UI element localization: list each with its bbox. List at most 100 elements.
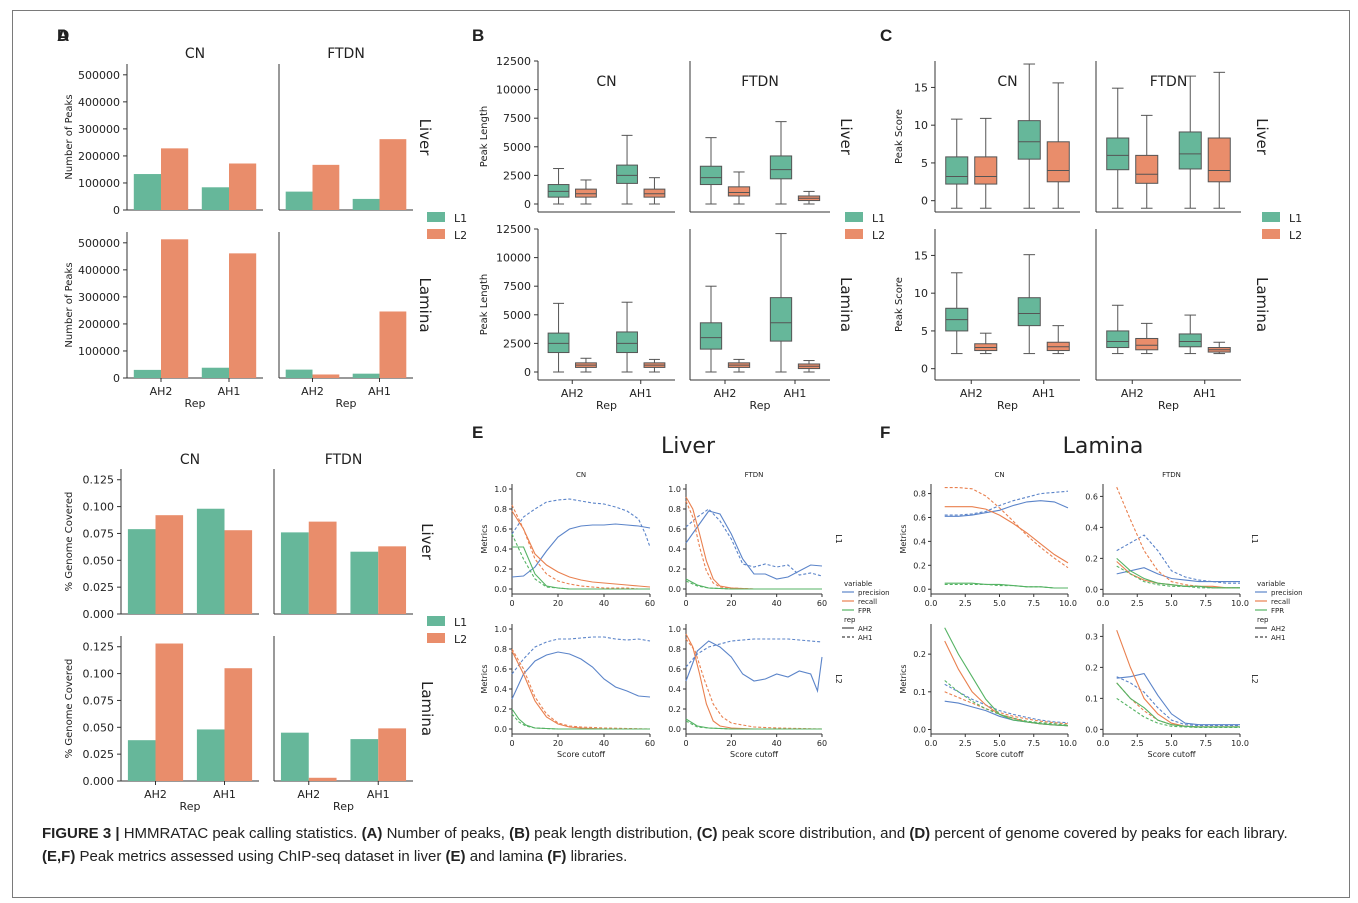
panel-e-l2-cn-ytick-label: 1.0	[494, 625, 507, 634]
panel-f-legend-fpr-label: FPR	[1271, 607, 1284, 615]
panel-e-l1-cn-line-precision-ah2	[511, 523, 651, 578]
panel-d-lamina-cn-ytick-label: 0.000	[83, 775, 115, 788]
panel-f-l1-ftdn-ytick-label: 0.0	[1085, 585, 1098, 594]
panel-f-l2-ftdn-line-recall-ah2	[1116, 630, 1240, 728]
panel-a-ylabel: Number of Peaks	[64, 94, 75, 179]
panel-a-lamina-cn-bar-l2-ah2	[161, 239, 189, 378]
caption-text-d: percent of genome covered by peaks for e…	[934, 825, 1288, 842]
panel-e-l2-ftdn-line-recall-ah1	[685, 638, 823, 730]
panel-a-legend-l1-label: L1	[454, 212, 467, 225]
panel-c-liver-cn-box-l2-ah1	[1046, 141, 1070, 183]
panel-f-l1-ftdn-xtick-label: 5.0	[1165, 599, 1178, 608]
panel-a-lamina-cn-xlabel: Rep	[185, 397, 206, 410]
panel-b-lamina-cn-ytick-label: 0	[524, 366, 531, 379]
panel-b-lamina-ftdn-xtick-label: AH1	[784, 387, 807, 400]
panel-a-lamina-cn-ytick-label: 400000	[78, 264, 120, 277]
panel-f-l1-ftdn-line-precision-ah1	[1116, 534, 1240, 584]
panel-a-liver-cn-ytick-label: 0	[113, 204, 120, 217]
panel-e-l2-cn-xtick-label: 20	[553, 739, 563, 748]
caption-ref-a: (A)	[361, 825, 383, 842]
panel-f-l2-cn-xtick-label: 0.0	[925, 739, 938, 748]
panel-b-liver-ftdn-box-l2-ah2	[727, 186, 751, 197]
panel-f-l1-cn-line-recall-ah1	[944, 487, 1069, 569]
panel-f-letter: F	[880, 423, 890, 442]
panel-c-liver-cn-ytick-label: 10	[914, 119, 928, 132]
panel-c-legend-l2-label: L2	[1289, 229, 1302, 242]
caption-text-ef: Peak metrics assessed using ChIP-seq dat…	[79, 848, 442, 865]
panel-d-legend-l2-swatch	[427, 633, 445, 643]
panel-e-l1-ftdn-xtick-label: 20	[726, 599, 736, 608]
panel-c-legend-l1-label: L1	[1289, 212, 1302, 225]
panel-a-lamina-cn-ytick-label: 300000	[78, 291, 120, 304]
panel-a-lamina-ftdn-bar-l2-ah2	[312, 374, 340, 378]
panel-a-legend-l2-label: L2	[454, 229, 467, 242]
panel-f-legend-ah2-label: AH2	[1271, 625, 1286, 633]
panel-d-liver-cn-ytick-label: 0.100	[83, 501, 115, 514]
panel-d-row-liver: Liver	[418, 523, 436, 561]
panel-d-liver-cn-ytick-label: 0.075	[83, 527, 115, 540]
panel-f-l2-ftdn-line-recall-ah1	[1116, 682, 1240, 728]
panel-b-lamina-cn-xlabel: Rep	[596, 399, 617, 412]
panel-f-l1-cn-xtick-label: 7.5	[1027, 599, 1040, 608]
panel-f-l2-ftdn-xtick-label: 10.0	[1231, 739, 1249, 748]
panel-e-legend-precision-label: precision	[858, 589, 890, 597]
panel-f-l1-cn-ytick-label: 0.0	[913, 585, 926, 594]
panel-a-lamina-cn-xtick-label: AH2	[150, 385, 173, 398]
panel-c-liver-ftdn-box-l2-ah2	[1135, 154, 1159, 184]
panel-c-legend-l1-swatch	[1262, 212, 1280, 222]
panel-b-lamina-cn-box-l1-ah2	[547, 332, 570, 354]
panel-a-liver-cn-bar-l1-ah2	[133, 174, 161, 210]
panel-e-l1-cn-ylabel: Metrics	[480, 524, 489, 553]
caption-ref-f: (F)	[547, 848, 567, 865]
panel-f-l1-ftdn-ytick-label: 0.4	[1085, 523, 1098, 532]
panel-d-lamina-ftdn-xtick-label: AH1	[367, 788, 390, 801]
panel-c-lamina-cn-box-l1-ah1	[1017, 297, 1041, 327]
caption-ref-ef: (E,F)	[42, 848, 76, 865]
panel-e-legend-recall-label: recall	[858, 598, 877, 606]
panel-d-liver-ftdn-bar-l2-ah1	[378, 546, 407, 614]
panel-d-lamina-cn-xtick-label: AH1	[213, 788, 236, 801]
panel-e-l1-cn-ytick-label: 0.2	[494, 565, 507, 574]
panel-f-legend-precision-label: precision	[1271, 589, 1303, 597]
panel-d-lamina-ftdn-bar-l1-ah1	[350, 739, 379, 781]
panel-e-l2-cn-ytick-label: 0.6	[494, 665, 507, 674]
panel-f-l2-cn-xtick-label: 10.0	[1059, 739, 1077, 748]
panel-f-l2-cn-line-fpr-ah1	[944, 680, 1069, 726]
panel-f-l1-cn-xtick-label: 0.0	[925, 599, 938, 608]
panel-a-row-lamina: Lamina	[416, 277, 434, 332]
panel-e-l1-cn-line-precision-ah1	[511, 498, 651, 548]
panel-f-legend-ah1-label: AH1	[1271, 634, 1286, 642]
panel-c-liver-cn-ytick-label: 5	[921, 157, 928, 170]
panel-d-lamina-cn-ytick-label: 0.100	[83, 668, 115, 681]
panel-d-lamina-cn-bar-l2-ah1	[224, 668, 253, 781]
panel-d-liver-cn-bar-l2-ah2	[155, 515, 184, 614]
panel-e-l1-ftdn-ytick-label: 0.4	[668, 545, 681, 554]
panel-d-lamina-cn-bar-l1-ah1	[196, 729, 225, 781]
panel-c-liver-cn-box-l1-ah1	[1017, 120, 1041, 160]
panel-c-lamina-ftdn-xtick-label: AH2	[1121, 387, 1144, 400]
panel-b-lamina-ftdn-box-l1-ah2	[699, 322, 723, 350]
panel-f-l2-cn-xtick-label: 2.5	[959, 739, 972, 748]
panel-b-liver-ftdn-box-l1-ah1	[769, 155, 793, 180]
panel-a-lamina-ftdn-xtick-label: AH2	[301, 385, 324, 398]
panel-f-l1-ftdn-line-recall-ah2	[1116, 561, 1240, 589]
panel-d-lamina-cn-ytick-label: 0.125	[83, 641, 115, 654]
panel-f-l1-cn-ytick-label: 0.8	[913, 490, 926, 499]
panel-a-lamina-cn-ytick-label: 100000	[78, 345, 120, 358]
panel-b-lamina-cn-ytick-label: 10000	[496, 252, 531, 265]
panel-a-legend-l2-swatch	[427, 229, 445, 239]
panel-f-l1-ftdn-line-recall-ah1	[1116, 486, 1240, 589]
panel-f-l2-cn-xtick-label: 7.5	[1027, 739, 1040, 748]
panel-d-lamina-cn-xtick-label: AH2	[144, 788, 167, 801]
panel-c-lamina-cn-ytick-label: 5	[921, 325, 928, 338]
panel-e-l1-ftdn-xtick-label: 60	[817, 599, 827, 608]
panel-f-l1-ftdn-line-fpr-ah2	[1116, 557, 1240, 589]
panel-b-lamina-cn-xtick-label: AH2	[561, 387, 584, 400]
panel-e-l2-ftdn-ytick-label: 0.4	[668, 685, 681, 694]
panel-e-l2-cn-line-recall-ah1	[511, 648, 651, 730]
panel-e-l2-ftdn-ytick-label: 1.0	[668, 625, 681, 634]
panel-f-l1-cn-xtick-label: 10.0	[1059, 599, 1077, 608]
panel-e-l1-cn-line-recall-ah2	[511, 510, 651, 588]
panel-f-l1-cn-xtick-label: 2.5	[959, 599, 972, 608]
